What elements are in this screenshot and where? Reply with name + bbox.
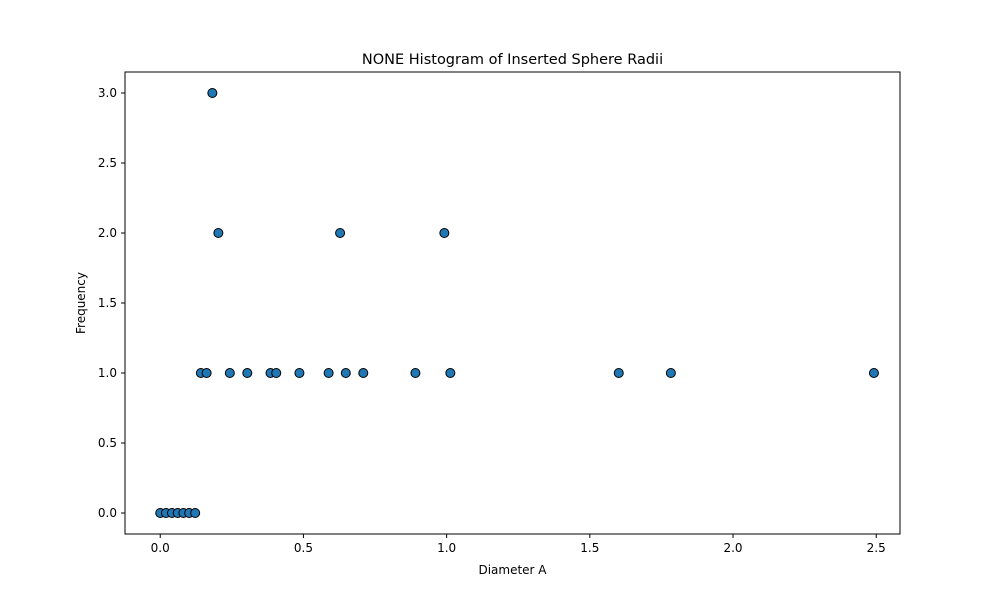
data-point: [410, 368, 421, 378]
y-tick-label: 0.5: [98, 436, 117, 450]
data-point: [224, 368, 235, 378]
x-axis-label: Diameter A: [478, 563, 547, 577]
x-tick-label: 2.5: [867, 541, 886, 555]
y-tick-label: 1.5: [98, 296, 117, 310]
chart-title: NONE Histogram of Inserted Sphere Radii: [362, 52, 663, 68]
data-point: [340, 368, 351, 378]
data-point: [207, 88, 218, 98]
data-point: [323, 368, 334, 378]
data-point: [445, 368, 456, 378]
data-point: [271, 368, 282, 378]
data-point: [213, 228, 224, 238]
data-point: [613, 368, 624, 378]
data-point: [335, 228, 346, 238]
y-tick-label: 2.0: [98, 226, 117, 240]
x-tick-label: 1.0: [437, 541, 456, 555]
y-axis-ticks: 0.0 0.5 1.0 1.5 2.0 2.5 3.0: [98, 86, 125, 520]
x-tick-label: 0.0: [151, 541, 170, 555]
y-axis-label: Frequency: [74, 272, 88, 334]
data-point: [294, 368, 305, 378]
y-tick-label: 1.0: [98, 366, 117, 380]
x-tick-label: 0.5: [294, 541, 313, 555]
data-point: [190, 508, 201, 518]
data-points: [155, 88, 879, 518]
plot-area: [125, 72, 900, 534]
data-point: [242, 368, 253, 378]
x-axis-ticks: 0.0 0.5 1.0 1.5 2.0 2.5: [151, 534, 886, 555]
data-point: [439, 228, 450, 238]
y-tick-label: 2.5: [98, 156, 117, 170]
y-tick-label: 0.0: [98, 506, 117, 520]
y-tick-label: 3.0: [98, 86, 117, 100]
x-tick-label: 1.5: [580, 541, 599, 555]
data-point: [665, 368, 676, 378]
data-point: [358, 368, 369, 378]
x-tick-label: 2.0: [723, 541, 742, 555]
data-point: [201, 368, 212, 378]
data-point: [868, 368, 879, 378]
